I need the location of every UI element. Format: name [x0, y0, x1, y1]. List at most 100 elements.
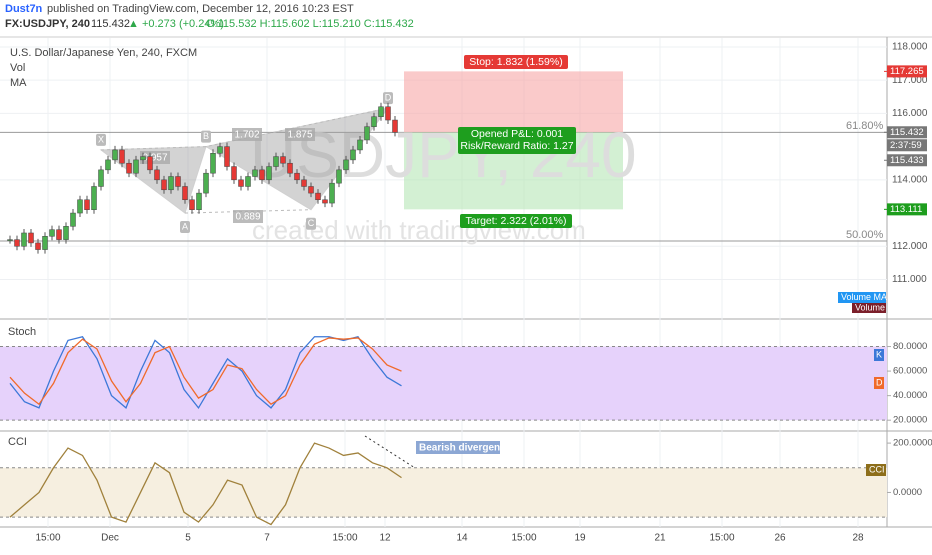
candle: [238, 179, 244, 187]
x-tick-label: 28: [852, 533, 864, 544]
y-tick-label: 116.000: [892, 108, 928, 119]
candle: [91, 186, 97, 210]
x-tick-label: 5: [185, 533, 191, 544]
x-tick-label: 15:00: [709, 533, 734, 544]
target-label: Target: 2.322 (2.01%): [466, 215, 567, 227]
y-tick-label: 60.0000: [893, 366, 927, 377]
ratio-bg: [285, 128, 315, 141]
candle: [70, 212, 76, 227]
point-label: A: [182, 221, 188, 231]
x-tick-label: 26: [774, 533, 786, 544]
rr-label: Risk/Reward Ratio: 1.27: [460, 140, 573, 152]
target-label-bg: [460, 214, 572, 228]
last-price: 115.432: [91, 18, 130, 30]
x-tick-label: Dec: [101, 533, 119, 544]
candle: [301, 179, 307, 187]
pattern-guide: [100, 107, 389, 151]
annotation: Bearish divergence: [419, 443, 512, 454]
candle: [189, 199, 195, 210]
bid-badge-bg: [887, 154, 927, 167]
pnl-bg: [458, 127, 576, 154]
vol-bg: [852, 303, 886, 313]
y-tick-label: 40.0000: [893, 390, 927, 401]
legend-vol: Vol: [10, 62, 25, 74]
stop-label: Stop: 1.832 (1.59%): [469, 56, 562, 68]
candle: [196, 192, 202, 210]
y-tick-label: 114.000: [892, 174, 928, 185]
y-tick-label: 112.000: [892, 241, 928, 252]
candle: [322, 199, 328, 204]
candle: [105, 159, 111, 171]
symbol: FX:USDJPY, 240: [5, 18, 90, 30]
point-label: B: [203, 131, 209, 141]
candle: [182, 186, 188, 201]
point-label: X: [98, 134, 104, 144]
change: ▲ +0.273 (+0.24%): [128, 18, 224, 30]
candle: [378, 106, 384, 117]
candle: [336, 169, 342, 184]
candle: [7, 239, 13, 241]
candle: [252, 169, 258, 177]
x-tick-label: 7: [264, 533, 270, 544]
legend-ma: MA: [10, 77, 27, 89]
vol-ma-bg: [838, 292, 886, 303]
candle: [315, 192, 321, 201]
pnl-label: Opened P&L: 0.001: [471, 128, 563, 140]
vol-ma-label: Volume MA: [841, 292, 887, 302]
point-label: C: [308, 218, 315, 228]
target-badge-bg: [887, 203, 927, 216]
candle: [56, 229, 62, 240]
target-badge: 113.111: [890, 204, 922, 215]
candle: [259, 169, 265, 181]
candle: [210, 153, 216, 174]
x-tick-label: 15:00: [332, 533, 357, 544]
candle: [28, 232, 34, 244]
candle: [371, 116, 377, 127]
candle: [231, 166, 237, 181]
risk-box: [404, 71, 623, 133]
cci-badge-bg: [866, 464, 886, 476]
x-tick-label: 14: [456, 533, 468, 544]
candle: [280, 156, 286, 164]
stop-badge: 117.265: [890, 66, 924, 77]
series-badge-bg: [874, 349, 884, 361]
candle: [42, 236, 48, 250]
candle: [245, 176, 251, 187]
x-tick-label: 15:00: [35, 533, 60, 544]
candle: [273, 156, 279, 167]
ratio-label: 0.957: [142, 153, 167, 164]
point-label: D: [385, 92, 392, 102]
candle: [14, 239, 20, 247]
candle: [49, 229, 55, 237]
countdown-badge: 2:37:59: [890, 140, 922, 151]
y-tick-label: 111.000: [892, 274, 927, 285]
vol-label: Volume: [855, 302, 885, 312]
candle: [21, 232, 27, 247]
legend-instrument: U.S. Dollar/Japanese Yen, 240, FXCM: [10, 47, 197, 59]
y-tick-label: 20.0000: [893, 415, 927, 426]
point-label-bg: [180, 221, 190, 234]
candle: [217, 146, 223, 154]
candle: [329, 182, 335, 204]
y-tick-label: 117.000: [892, 75, 928, 86]
candle: [343, 159, 349, 171]
candle: [84, 199, 90, 210]
y-tick-label: 118.000: [892, 42, 928, 53]
stoch-band: [0, 346, 887, 421]
candle: [77, 199, 83, 214]
candle: [385, 106, 391, 121]
candle: [175, 176, 181, 187]
candle: [140, 156, 146, 161]
series-badge-bg: [874, 377, 884, 389]
candle: [364, 126, 370, 141]
candle: [161, 179, 167, 191]
candle: [350, 149, 356, 161]
x-tick-label: 19: [574, 533, 586, 544]
ratio-bg: [232, 128, 262, 141]
candle: [119, 149, 125, 164]
x-tick-label: 21: [654, 533, 666, 544]
candle: [287, 162, 293, 174]
candle: [357, 139, 363, 151]
